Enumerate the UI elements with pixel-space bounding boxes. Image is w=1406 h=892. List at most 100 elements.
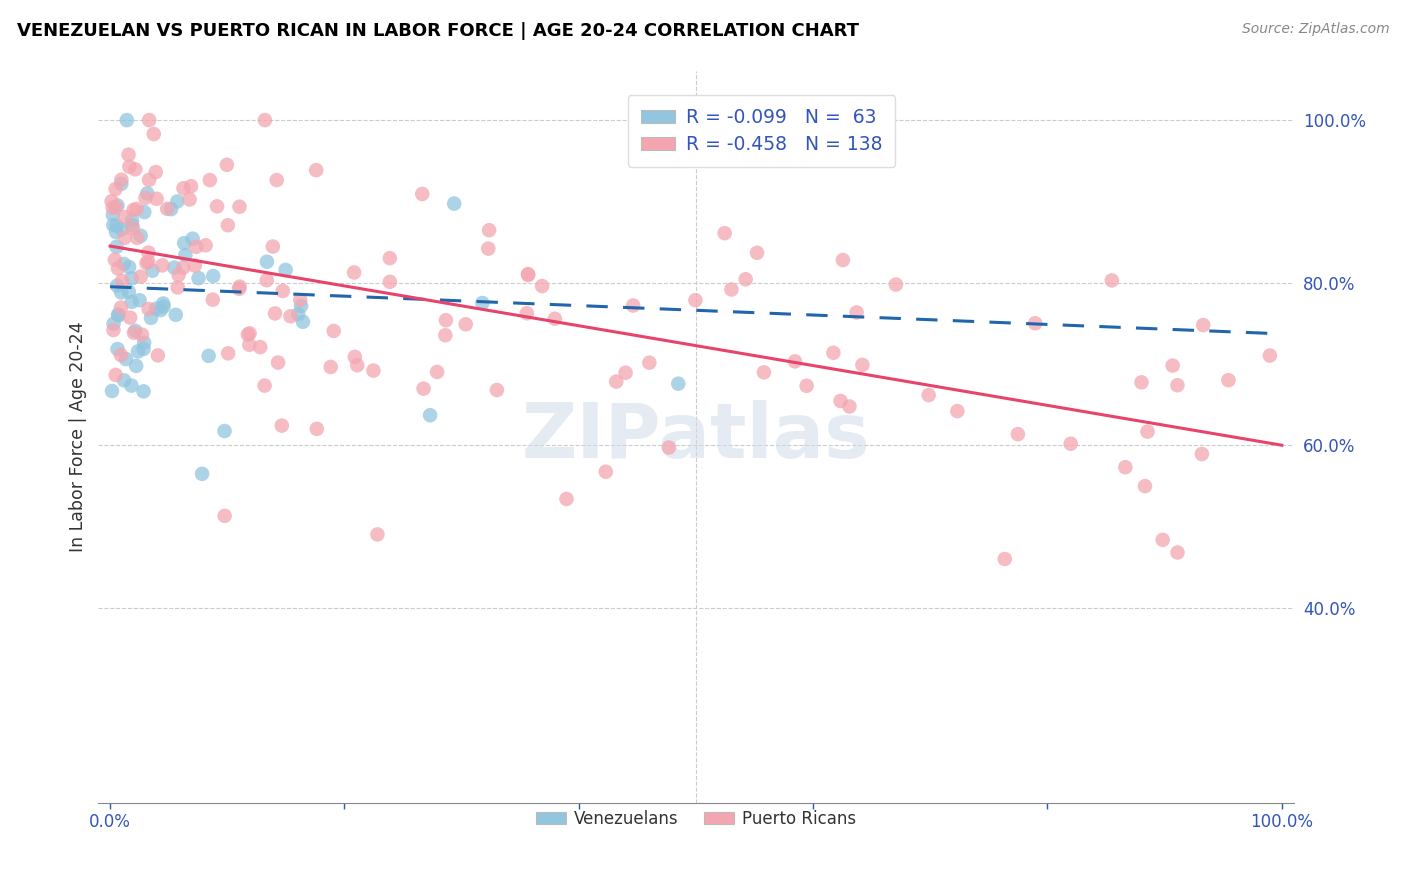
- Point: [666, 376, 689, 391]
- Point: [851, 358, 873, 372]
- Point: [994, 552, 1017, 566]
- Point: [187, 271, 209, 285]
- Point: [101, 384, 124, 398]
- Point: [122, 326, 145, 340]
- Point: [752, 365, 775, 379]
- Point: [107, 309, 129, 323]
- Point: [1218, 373, 1240, 387]
- Point: [134, 191, 156, 205]
- Point: [160, 202, 183, 216]
- Point: [139, 310, 162, 325]
- Point: [215, 158, 238, 172]
- Point: [131, 327, 153, 342]
- Point: [205, 199, 228, 213]
- Point: [378, 275, 401, 289]
- Point: [845, 305, 868, 319]
- Point: [471, 296, 494, 310]
- Point: [165, 308, 187, 322]
- Point: [638, 356, 661, 370]
- Point: [100, 194, 122, 209]
- Point: [531, 279, 554, 293]
- Point: [256, 273, 278, 287]
- Point: [132, 342, 155, 356]
- Point: [152, 296, 174, 310]
- Point: [198, 173, 221, 187]
- Text: Source: ZipAtlas.com: Source: ZipAtlas.com: [1241, 22, 1389, 37]
- Point: [1024, 316, 1046, 330]
- Point: [346, 358, 368, 372]
- Point: [184, 259, 207, 273]
- Point: [343, 350, 366, 364]
- Point: [173, 236, 195, 251]
- Point: [614, 366, 637, 380]
- Point: [291, 315, 314, 329]
- Point: [274, 263, 297, 277]
- Point: [149, 303, 172, 318]
- Point: [838, 400, 860, 414]
- Point: [128, 293, 150, 308]
- Point: [110, 301, 132, 315]
- Point: [685, 293, 707, 308]
- Point: [105, 278, 128, 293]
- Point: [104, 252, 127, 267]
- Point: [125, 359, 148, 373]
- Point: [290, 299, 312, 313]
- Point: [197, 349, 219, 363]
- Point: [104, 368, 127, 382]
- Point: [363, 363, 385, 377]
- Point: [138, 301, 160, 316]
- Point: [454, 318, 477, 332]
- Point: [156, 202, 179, 216]
- Point: [191, 467, 214, 481]
- Point: [419, 408, 441, 422]
- Point: [112, 257, 135, 271]
- Point: [194, 238, 217, 252]
- Point: [478, 223, 501, 237]
- Point: [1114, 460, 1136, 475]
- Point: [118, 160, 141, 174]
- Point: [270, 418, 292, 433]
- Point: [516, 306, 538, 320]
- Point: [120, 378, 142, 392]
- Point: [145, 192, 167, 206]
- Point: [132, 384, 155, 399]
- Text: VENEZUELAN VS PUERTO RICAN IN LABOR FORCE | AGE 20-24 CORRELATION CHART: VENEZUELAN VS PUERTO RICAN IN LABOR FORC…: [17, 22, 859, 40]
- Point: [734, 272, 756, 286]
- Point: [1007, 427, 1029, 442]
- Point: [239, 326, 262, 341]
- Point: [1161, 359, 1184, 373]
- Point: [249, 340, 271, 354]
- Point: [167, 268, 190, 282]
- Point: [202, 268, 225, 283]
- Point: [104, 200, 127, 214]
- Point: [319, 359, 342, 374]
- Point: [110, 285, 132, 300]
- Point: [434, 328, 457, 343]
- Point: [180, 179, 202, 194]
- Point: [122, 221, 145, 235]
- Point: [253, 113, 276, 128]
- Point: [267, 355, 290, 369]
- Point: [658, 441, 681, 455]
- Point: [101, 201, 124, 215]
- Point: [517, 268, 540, 282]
- Point: [136, 186, 159, 201]
- Point: [121, 213, 143, 227]
- Point: [107, 308, 129, 322]
- Point: [114, 210, 136, 224]
- Point: [172, 260, 194, 275]
- Legend: Venezuelans, Puerto Ricans: Venezuelans, Puerto Ricans: [529, 804, 863, 835]
- Point: [181, 232, 204, 246]
- Point: [555, 491, 578, 506]
- Point: [517, 267, 540, 281]
- Point: [136, 255, 159, 269]
- Point: [271, 284, 294, 298]
- Point: [186, 240, 208, 254]
- Point: [477, 242, 499, 256]
- Point: [253, 378, 276, 392]
- Point: [129, 269, 152, 284]
- Point: [217, 219, 239, 233]
- Point: [110, 177, 132, 191]
- Point: [214, 508, 236, 523]
- Point: [720, 283, 742, 297]
